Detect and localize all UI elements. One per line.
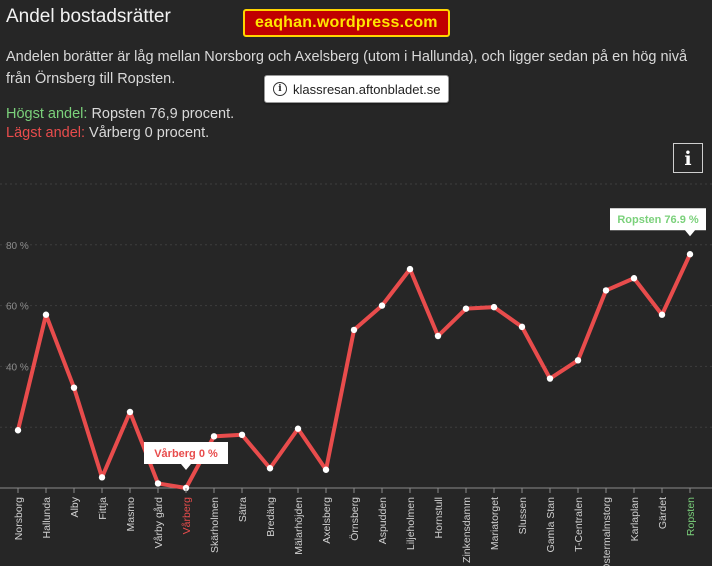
data-point-gärdet xyxy=(658,311,666,318)
data-point-hallunda xyxy=(42,311,50,318)
info-button[interactable]: i xyxy=(673,143,703,173)
lowest-share-label: Lägst andel: xyxy=(6,125,86,141)
data-point-zinkensdamm xyxy=(462,305,470,312)
x-tick-label: Zinkensdamm xyxy=(461,497,473,563)
data-point-norsborg xyxy=(14,427,22,434)
url-text: klassresan.aftonbladet.se xyxy=(293,81,441,97)
data-point-masmo xyxy=(126,408,134,416)
x-tick-label: Norsborg xyxy=(13,497,25,540)
x-tick-label: Alby xyxy=(69,496,81,517)
data-point-liljeholmen xyxy=(406,265,414,273)
x-tick-label: Bredäng xyxy=(265,497,277,537)
y-tick-label: 80 % xyxy=(6,241,29,252)
data-point-bredäng xyxy=(266,465,274,472)
x-tick-label: Sätra xyxy=(237,497,249,522)
x-tick-label: Gärdet xyxy=(657,497,669,529)
data-point-hornstull xyxy=(434,332,442,340)
highest-share-value: Ropsten 76,9 procent. xyxy=(91,106,235,122)
data-point-fittja xyxy=(98,474,106,481)
x-tick-label: Slussen xyxy=(517,497,529,535)
x-tick-label: Östermalmstorg xyxy=(601,497,613,566)
x-tick-label: Ropsten xyxy=(685,497,697,536)
url-tooltip: i klassresan.aftonbladet.se xyxy=(264,75,450,103)
x-tick-label: Axelsberg xyxy=(321,497,333,544)
x-tick-label: Liljeholmen xyxy=(405,497,417,550)
x-tick-label: Masmo xyxy=(125,497,137,532)
x-tick-label: Vårberg xyxy=(181,497,193,535)
data-point-mälarhöjden xyxy=(294,425,302,432)
data-point-sätra xyxy=(238,431,246,438)
data-point-ropsten xyxy=(686,251,694,258)
x-tick-label: Örnsberg xyxy=(349,497,361,541)
data-point-axelsberg xyxy=(322,466,330,473)
x-tick-label: Vårby gård xyxy=(153,497,165,549)
chart-title: Andel bostadsrätter xyxy=(6,6,171,27)
y-tick-label: 60 % xyxy=(6,302,29,313)
annotation-lowest: Vårberg 0 % xyxy=(144,442,228,470)
data-point-mariatorget xyxy=(490,303,498,311)
x-tick-label: Gamla Stan xyxy=(545,497,557,553)
data-point-skärholmen xyxy=(210,433,218,440)
info-circle-icon: i xyxy=(273,82,287,96)
annotation-label: Vårberg 0 % xyxy=(154,448,218,460)
watermark-banner: eaqhan.wordpress.com xyxy=(243,9,450,37)
data-point-alby xyxy=(70,384,78,391)
chart-description: Andelen borätter är låg mellan Norsborg … xyxy=(6,49,688,87)
highest-share-label: Högst andel: xyxy=(6,106,88,122)
series-line xyxy=(16,252,692,490)
lowest-share-value: Vårberg 0 procent. xyxy=(89,125,210,141)
x-tick-label: T-Centralen xyxy=(573,497,585,552)
lowest-share-line: Lägst andel: Vårberg 0 procent. xyxy=(6,125,209,141)
x-tick-label: Aspudden xyxy=(377,497,389,544)
data-point-karlaplan xyxy=(630,275,638,282)
annotation-label: Ropsten 76.9 % xyxy=(617,214,699,226)
annotation-box xyxy=(610,208,706,237)
x-tick-label: Mariatorget xyxy=(489,497,501,550)
data-point-gamla-stan xyxy=(546,375,554,382)
x-tick-label: Hornstull xyxy=(433,497,445,538)
x-tick-label: Hallunda xyxy=(41,497,53,539)
highest-share-line: Högst andel: Ropsten 76,9 procent. xyxy=(6,106,234,122)
data-point-östermalmstorg xyxy=(602,287,610,294)
annotation-box xyxy=(144,442,228,470)
annotation-highest: Ropsten 76.9 % xyxy=(610,208,706,237)
y-tick-label: 40 % xyxy=(6,362,29,373)
data-point-slussen xyxy=(518,323,526,331)
data-point-aspudden xyxy=(378,302,386,309)
x-tick-label: Karlaplan xyxy=(629,497,641,542)
data-point-vårby-gård xyxy=(154,480,162,487)
x-tick-label: Skärholmen xyxy=(209,497,221,553)
x-tick-label: Fittja xyxy=(97,497,109,520)
x-tick-label: Mälarhöjden xyxy=(293,497,305,555)
data-point-örnsberg xyxy=(350,326,358,334)
data-point-t-centralen xyxy=(574,357,582,364)
